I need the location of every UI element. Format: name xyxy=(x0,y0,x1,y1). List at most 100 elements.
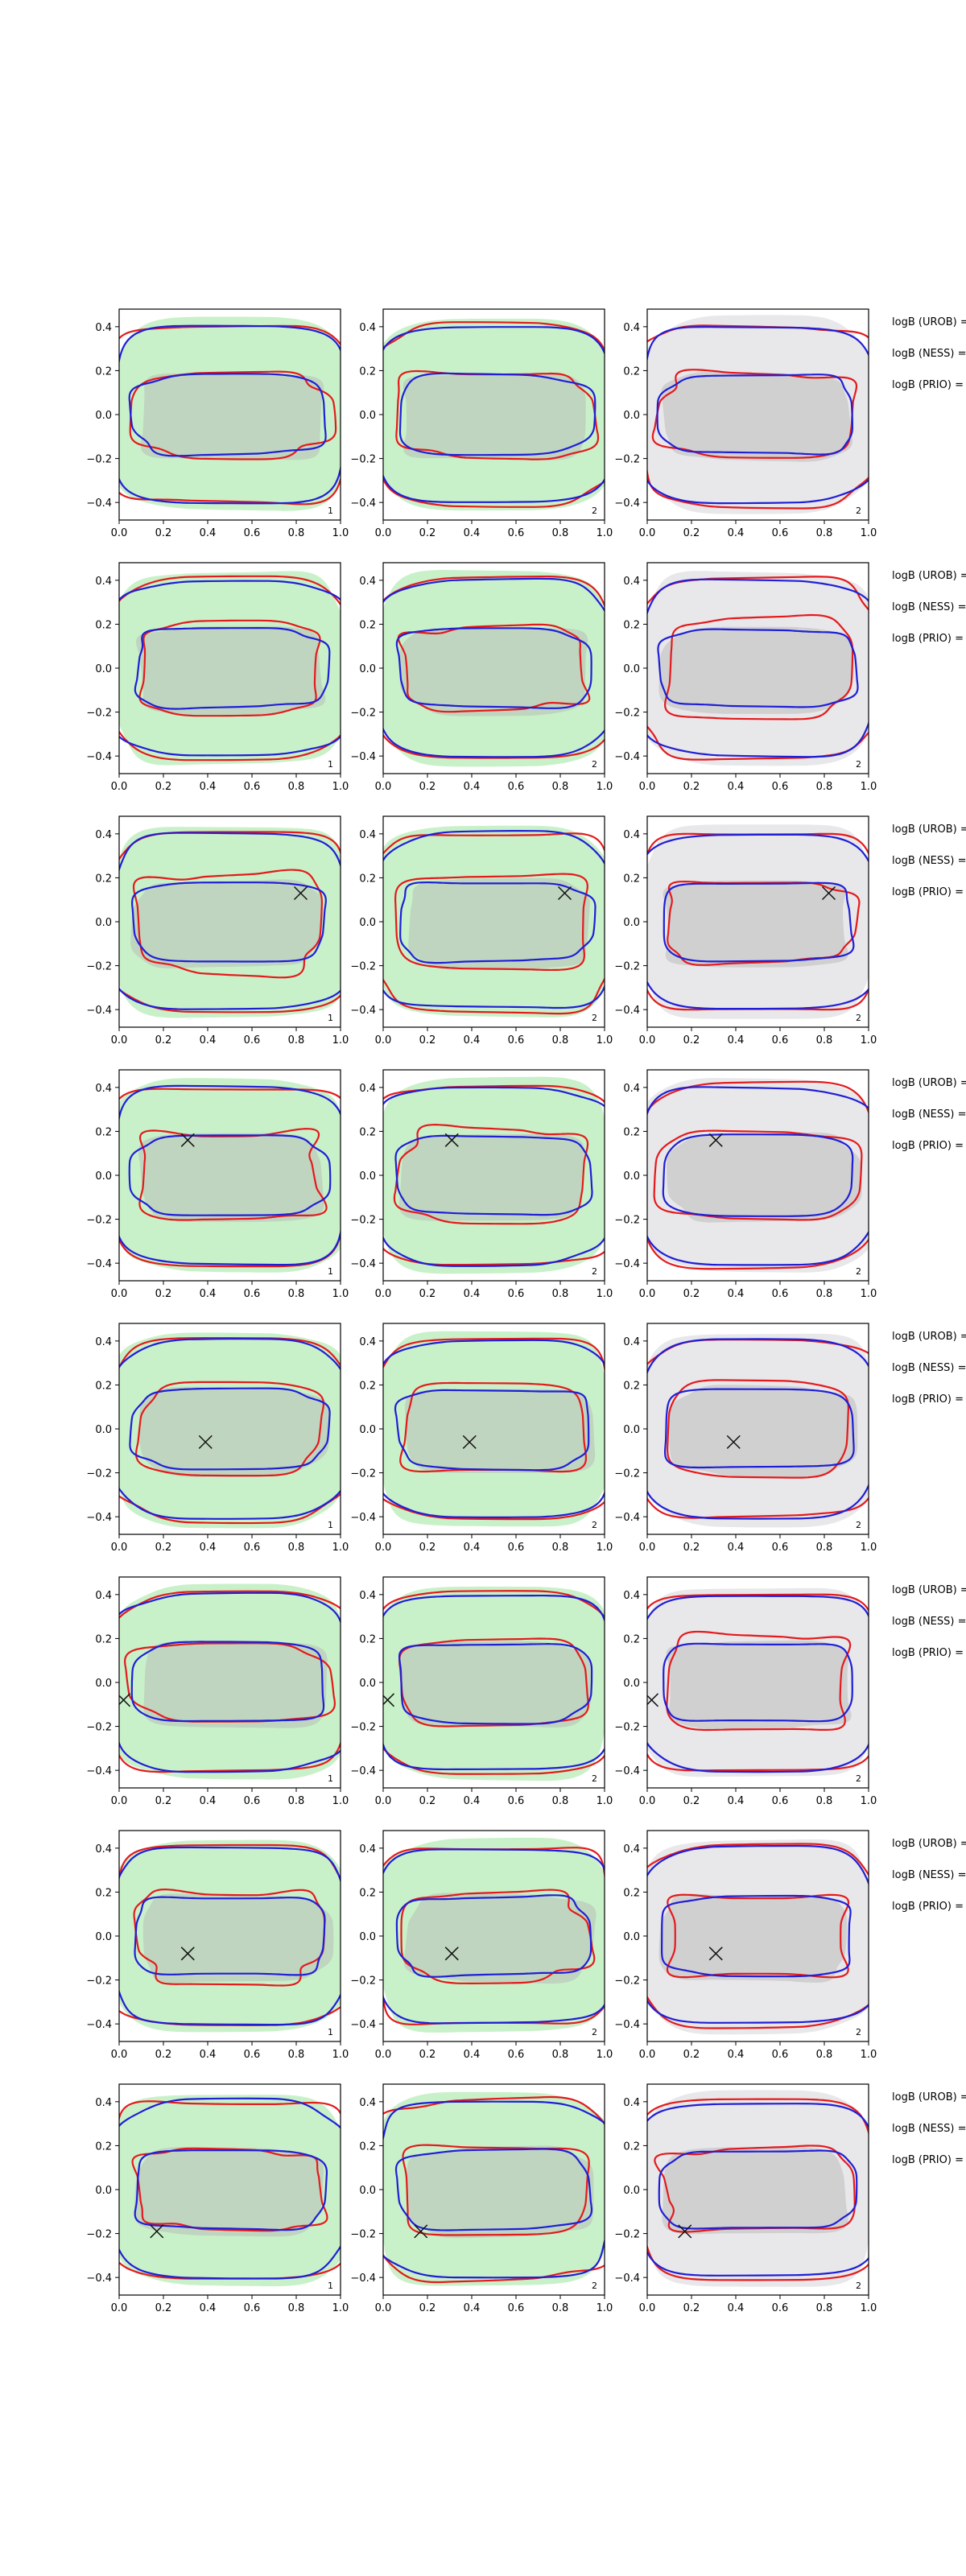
x-tick-label: 0.4 xyxy=(464,1795,481,1807)
y-tick-label: 0.0 xyxy=(359,1170,376,1183)
region-fill xyxy=(647,1839,869,2035)
series-outer-blue xyxy=(119,580,341,757)
x-tick-label: 1.0 xyxy=(597,527,613,539)
marker-x xyxy=(414,2224,428,2239)
x-tick-label: 0.8 xyxy=(816,2302,833,2314)
marker-x xyxy=(726,1435,741,1449)
y-tick-label: −0.2 xyxy=(86,961,112,973)
y-tick-label: −0.2 xyxy=(614,961,640,973)
x-tick-label: 0.4 xyxy=(728,1034,745,1046)
x-tick-label: 1.0 xyxy=(332,2302,349,2314)
x-tick-label: 0.4 xyxy=(200,1542,217,1554)
x-tick-label: 0.8 xyxy=(816,1288,833,1300)
x-tick-label: 0.8 xyxy=(288,1795,305,1807)
x-tick-label: 0.2 xyxy=(419,2049,436,2061)
series-outer-red xyxy=(119,1590,341,1773)
series-outer-blue xyxy=(647,325,869,505)
y-tick-label: −0.2 xyxy=(350,1215,376,1227)
row-annotation: logB (PRIO) = xyxy=(892,1140,964,1152)
row-annotation: logB (PRIO) = xyxy=(892,1647,964,1659)
series-outer-blue xyxy=(383,577,605,758)
x-tick-label: 0.0 xyxy=(375,2302,392,2314)
x-tick-label: 1.0 xyxy=(861,1542,877,1554)
y-tick-label: 0.4 xyxy=(623,1843,640,1856)
marker-x xyxy=(444,1946,459,1961)
density-fill xyxy=(403,1893,597,1984)
series-outer-red xyxy=(383,575,605,759)
series-outer-red xyxy=(647,324,869,510)
series-inner-red xyxy=(663,613,854,720)
row-annotation: logB (UROB) = xyxy=(892,1838,966,1850)
y-tick-label: 0.4 xyxy=(95,2097,112,2109)
series-outer-red xyxy=(119,575,341,762)
x-tick-label: 0.2 xyxy=(155,1288,172,1300)
series-inner-blue xyxy=(395,627,592,709)
x-tick-label: 0.6 xyxy=(772,1542,789,1554)
panel-label: 1 xyxy=(328,2281,333,2291)
region-fill xyxy=(119,2095,341,2287)
series-inner-red xyxy=(132,869,324,979)
marker-x xyxy=(462,1435,477,1449)
panel-label: 2 xyxy=(592,1773,597,1784)
y-tick-label: 0.4 xyxy=(623,2097,640,2109)
series-inner-red xyxy=(138,619,321,717)
y-tick-label: −0.4 xyxy=(86,497,112,510)
y-tick-label: 0.2 xyxy=(623,1126,640,1138)
x-tick-label: 0.2 xyxy=(683,2049,700,2061)
x-tick-label: 0.6 xyxy=(244,2049,261,2061)
series-outer-blue xyxy=(383,1594,605,1771)
series-outer-red xyxy=(119,2100,341,2280)
y-tick-label: 0.0 xyxy=(95,917,112,929)
x-tick-label: 0.8 xyxy=(552,781,569,793)
y-tick-label: −0.2 xyxy=(614,2229,640,2241)
x-tick-label: 1.0 xyxy=(597,1542,613,1554)
y-tick-label: −0.2 xyxy=(614,1975,640,1988)
y-tick-label: 0.2 xyxy=(95,619,112,631)
x-tick-label: 0.8 xyxy=(552,2302,569,2314)
y-tick-label: 0.4 xyxy=(359,2097,376,2109)
x-tick-label: 0.6 xyxy=(508,2049,525,2061)
x-tick-label: 0.4 xyxy=(464,1542,481,1554)
x-tick-label: 0.4 xyxy=(200,1034,217,1046)
x-tick-label: 0.0 xyxy=(639,2302,656,2314)
series-outer-red xyxy=(383,2095,605,2284)
row-annotation: logB (NESS) = xyxy=(892,601,966,613)
y-tick-label: −0.4 xyxy=(614,1005,640,1017)
y-tick-label: −0.4 xyxy=(614,2019,640,2031)
x-tick-label: 0.0 xyxy=(639,781,656,793)
series-outer-blue xyxy=(119,1591,341,1773)
y-tick-label: −0.4 xyxy=(86,1765,112,1777)
row-annotation: logB (PRIO) = xyxy=(892,2154,964,2166)
x-tick-label: 0.0 xyxy=(111,1288,128,1300)
density-fill xyxy=(667,1132,862,1223)
y-tick-label: −0.2 xyxy=(350,454,376,466)
series-outer-blue xyxy=(383,830,605,1009)
x-tick-label: 0.8 xyxy=(288,1288,305,1300)
x-tick-label: 0.8 xyxy=(552,1288,569,1300)
density-fill xyxy=(130,879,324,969)
y-tick-label: −0.2 xyxy=(86,1215,112,1227)
x-tick-label: 1.0 xyxy=(597,781,613,793)
x-tick-label: 1.0 xyxy=(861,2302,877,2314)
x-tick-label: 0.4 xyxy=(200,2302,217,2314)
x-tick-label: 0.2 xyxy=(155,1795,172,1807)
panel-label: 2 xyxy=(856,1773,861,1784)
x-tick-label: 0.4 xyxy=(728,781,745,793)
region-fill xyxy=(119,316,341,511)
y-tick-label: 0.2 xyxy=(623,1887,640,1899)
x-tick-label: 0.6 xyxy=(508,2302,525,2314)
y-tick-label: −0.4 xyxy=(614,1512,640,1524)
row-annotation: logB (NESS) = xyxy=(892,1869,966,1881)
series-inner-blue xyxy=(398,1643,593,1725)
y-tick-label: 0.4 xyxy=(359,1843,376,1856)
x-tick-label: 0.0 xyxy=(639,1542,656,1554)
row-annotation: logB (UROB) = xyxy=(892,1077,966,1089)
x-tick-label: 0.8 xyxy=(288,1542,305,1554)
x-tick-label: 0.0 xyxy=(375,527,392,539)
x-tick-label: 0.6 xyxy=(508,1542,525,1554)
x-tick-label: 0.4 xyxy=(728,1542,745,1554)
region-fill xyxy=(119,571,341,766)
x-tick-label: 1.0 xyxy=(332,1288,349,1300)
x-tick-label: 0.8 xyxy=(288,2049,305,2061)
subplot-r1-c1: 1 0.0 0.2 0.4 0.6 0.8 1.0 0.4 0.2 0.0 −0.2 −0.4 xyxy=(86,308,349,539)
